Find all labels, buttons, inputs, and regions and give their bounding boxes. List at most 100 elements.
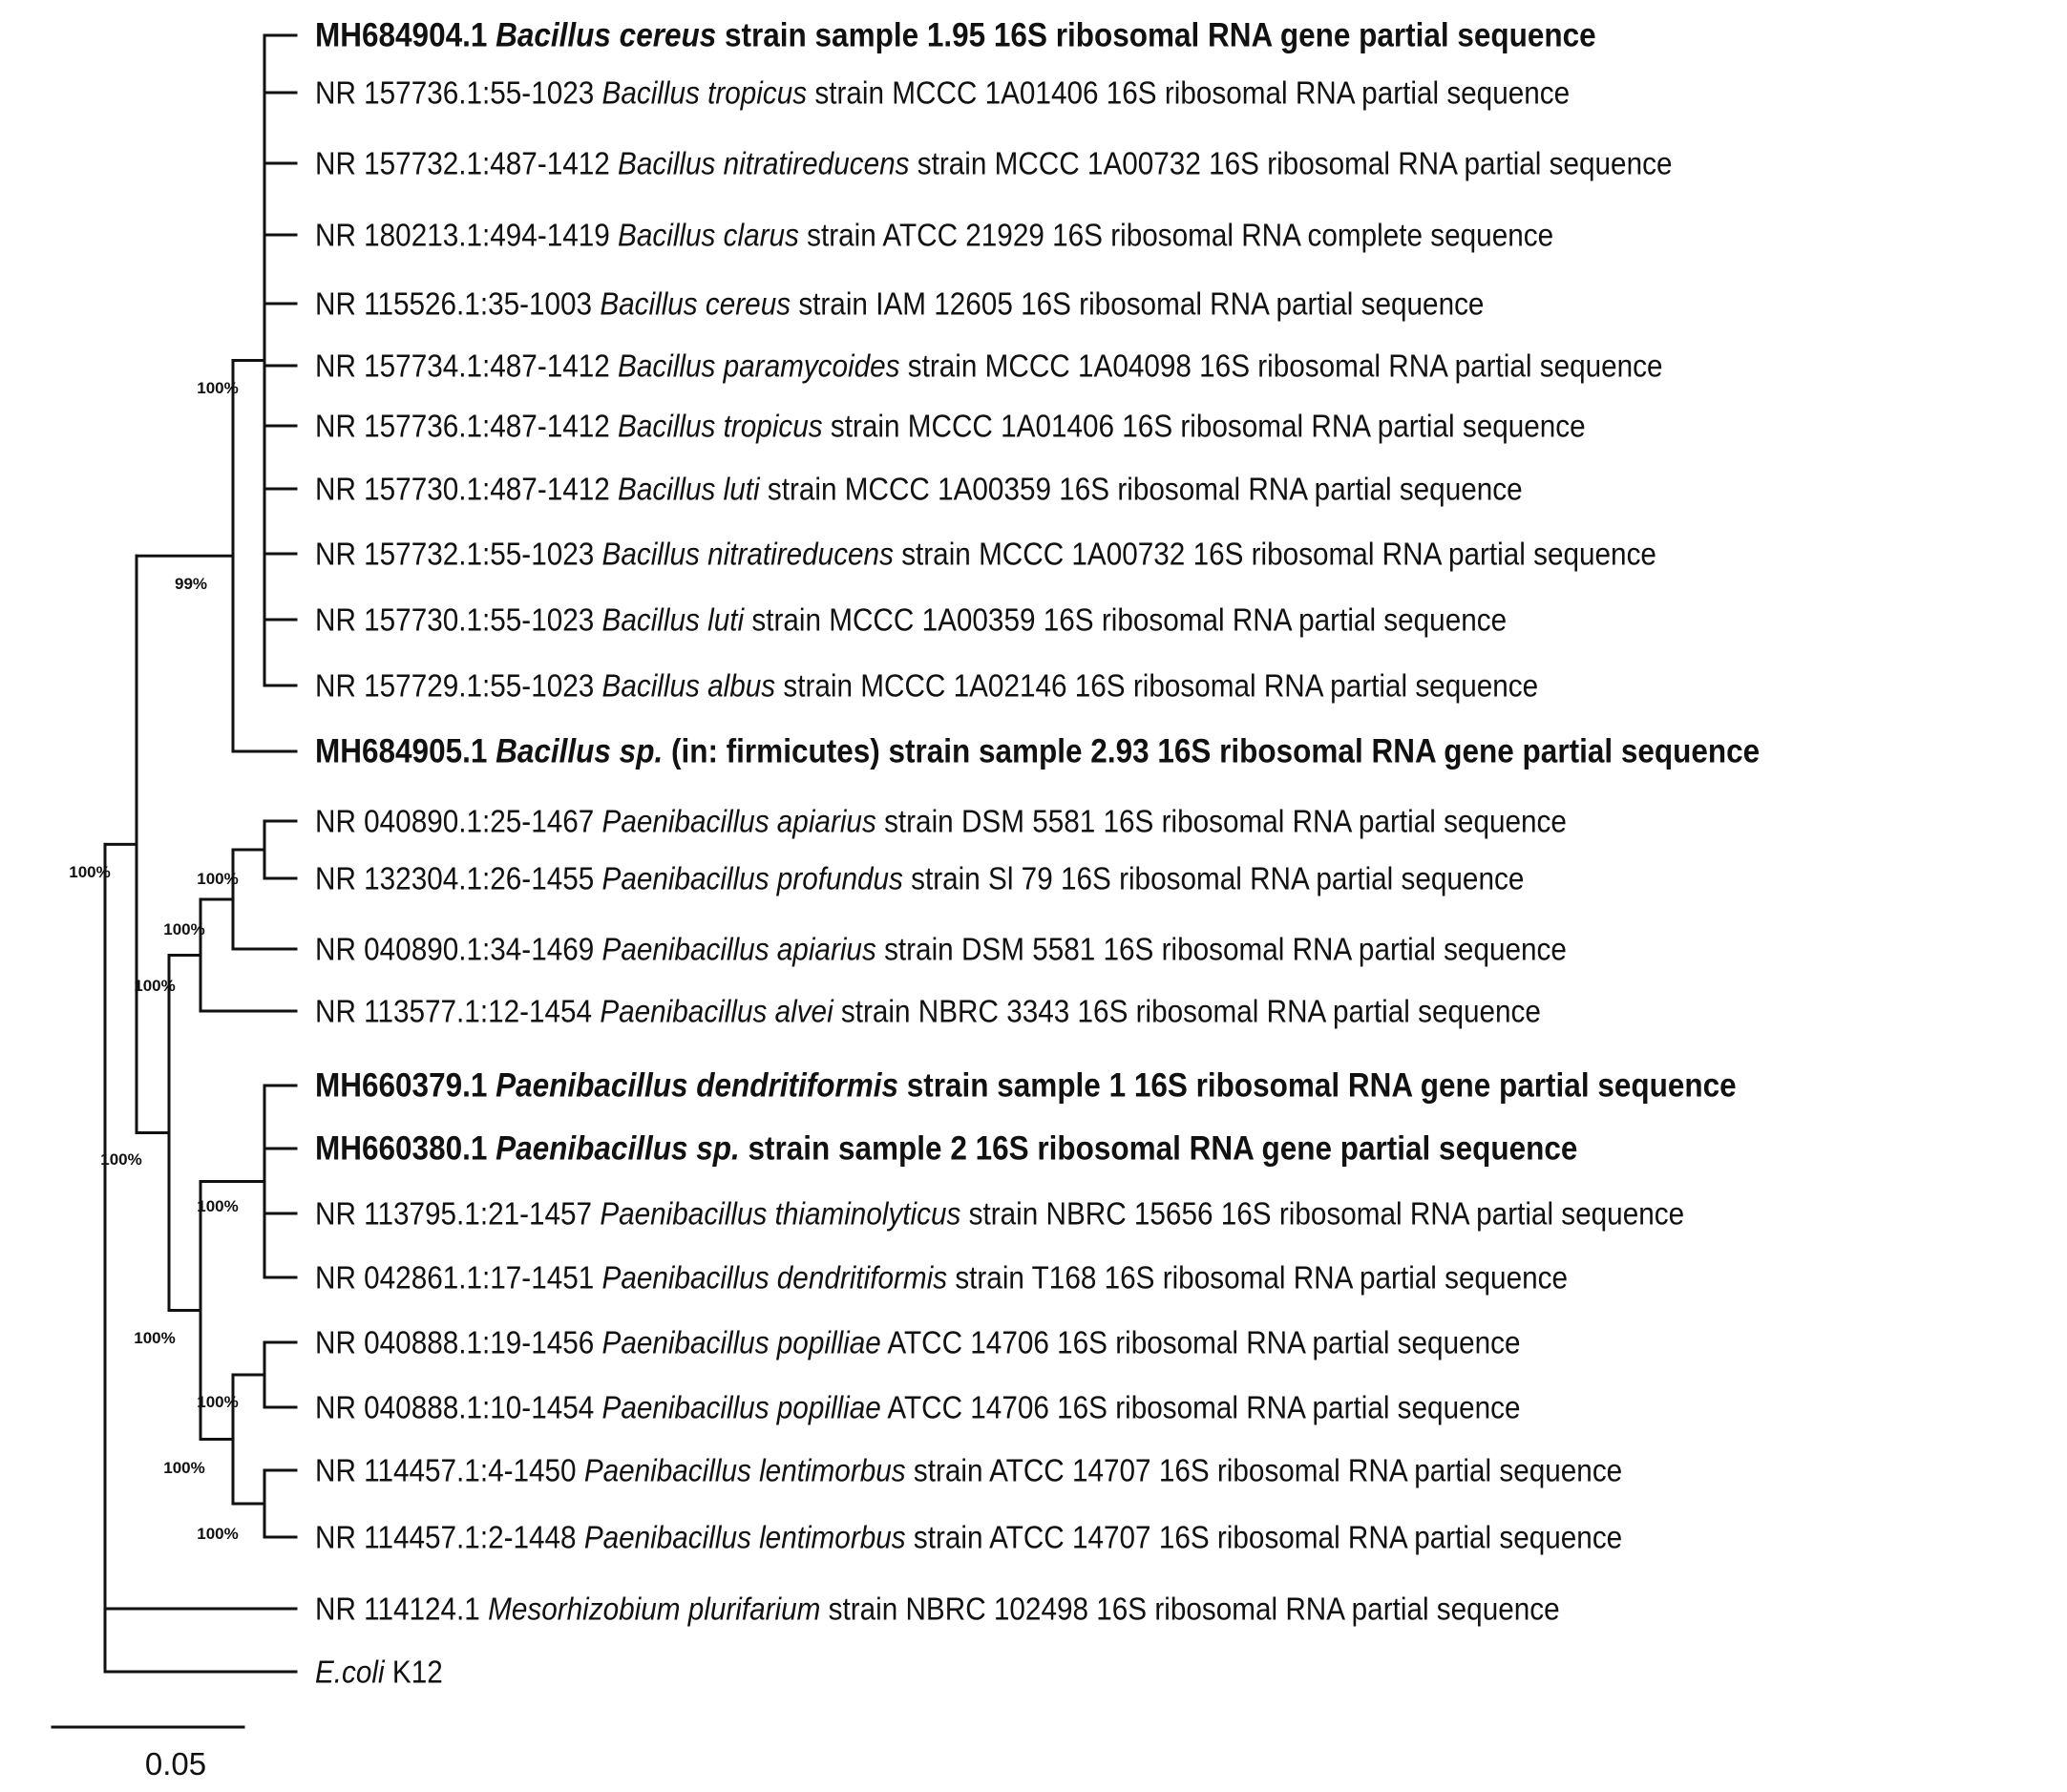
accession: NR 114457.1:2-1448: [315, 1519, 584, 1555]
accession: NR 157729.1:55-1023: [315, 667, 602, 704]
scale-bar-label: 0.05: [144, 1746, 207, 1781]
accession: NR 157736.1:55-1023: [315, 74, 602, 111]
accession: NR 157732.1:487-1412: [315, 145, 619, 181]
accession: NR 180213.1:494-1419: [315, 217, 619, 253]
description: strain sample 2 16S ribosomal RNA gene p…: [739, 1129, 1578, 1168]
species-name: Paenibacillus dendritiformis: [601, 1259, 948, 1296]
description: strain T168 16S ribosomal RNA partial se…: [947, 1259, 1568, 1296]
species-name: Paenibacillus profundus: [601, 860, 903, 896]
bootstrap-I: 100%: [197, 1525, 239, 1543]
description: strain Sl 79 16S ribosomal RNA partial s…: [902, 860, 1525, 896]
species-name: Paenibacillus alvei: [600, 993, 833, 1029]
leaf-label: NR 157732.1:55-1023 Bacillus nitratiredu…: [315, 538, 1656, 570]
species-name: Bacillus sp.: [496, 732, 664, 770]
description: ATCC 14706 16S ribosomal RNA partial seq…: [880, 1389, 1521, 1425]
species-name: Mesorhizobium plurifarium: [488, 1591, 821, 1627]
accession: NR 132304.1:26-1455: [315, 860, 602, 896]
species-name: Bacillus paramycoides: [618, 348, 900, 384]
species-name: Bacillus luti: [618, 471, 760, 507]
leaf-label: NR 157736.1:55-1023 Bacillus tropicus st…: [315, 77, 1570, 109]
accession: NR 115526.1:35-1003: [315, 285, 601, 322]
species-name: Paenibacillus popilliae: [601, 1324, 881, 1360]
leaf-label: NR 114124.1 Mesorhizobium plurifarium st…: [315, 1593, 1560, 1625]
leaf-label: NR 040890.1:25-1467 Paenibacillus apiari…: [315, 806, 1567, 837]
description: strain MCCC 1A00732 16S ribosomal RNA pa…: [893, 536, 1656, 572]
accession: NR 157730.1:55-1023: [315, 601, 602, 638]
leaf-label: NR 180213.1:494-1419 Bacillus clarus str…: [315, 220, 1553, 251]
accession: MH684905.1: [315, 732, 496, 770]
description: strain sample 1 16S ribosomal RNA gene p…: [897, 1066, 1737, 1105]
species-name: Bacillus luti: [601, 601, 745, 638]
accession: NR 157734.1:487-1412: [315, 348, 619, 384]
species-name: Bacillus cereus: [600, 285, 791, 322]
accession: NR 040888.1:10-1454: [315, 1389, 602, 1425]
species-name: Bacillus tropicus: [601, 74, 808, 111]
accession: NR 040890.1:34-1469: [315, 931, 602, 967]
bootstrap-B: 100%: [100, 1150, 142, 1169]
leaf-label: NR 040888.1:10-1454 Paenibacillus popill…: [315, 1392, 1521, 1423]
accession: MH684904.1: [315, 16, 496, 54]
description: strain DSM 5581 16S ribosomal RNA partia…: [875, 803, 1567, 839]
accession: MH660380.1: [315, 1129, 496, 1168]
species-name: Paenibacillus popilliae: [601, 1389, 881, 1425]
description: strain ATCC 21929 16S ribosomal RNA comp…: [798, 217, 1554, 253]
species-name: Bacillus nitratireducens: [601, 536, 894, 572]
species-name: Bacillus nitratireducens: [618, 145, 910, 181]
leaf-label: NR 157730.1:55-1023 Bacillus luti strain…: [315, 604, 1507, 636]
description: strain DSM 5581 16S ribosomal RNA partia…: [875, 931, 1567, 967]
description: strain NBRC 15656 16S ribosomal RNA part…: [960, 1195, 1685, 1232]
bootstrap-F: 100%: [197, 1197, 239, 1215]
leaf-label: NR 157732.1:487-1412 Bacillus nitratired…: [315, 148, 1672, 179]
accession: NR 114457.1:4-1450: [315, 1452, 584, 1488]
leaf-label: MH684905.1 Bacillus sp. (in: firmicutes)…: [315, 735, 1760, 769]
species-name: Paenibacillus lentimorbus: [583, 1519, 906, 1555]
description: (in: firmicutes) strain sample 2.93 16S …: [663, 732, 1761, 770]
description: strain MCCC 1A04098 16S ribosomal RNA pa…: [899, 348, 1663, 384]
species-name: Bacillus cereus: [496, 16, 717, 54]
description: strain MCCC 1A00359 16S ribosomal RNA pa…: [759, 471, 1523, 507]
leaf-label: NR 040888.1:19-1456 Paenibacillus popill…: [315, 1327, 1521, 1359]
species-name: Paenibacillus apiarius: [601, 931, 876, 967]
leaf-label: NR 132304.1:26-1455 Paenibacillus profun…: [315, 863, 1524, 895]
bootstrap-bacInner: 100%: [197, 379, 239, 397]
leaf-label: NR 157730.1:487-1412 Bacillus luti strai…: [315, 474, 1523, 505]
description: strain MCCC 1A01406 16S ribosomal RNA pa…: [822, 408, 1586, 444]
leaf-label: MH684904.1 Bacillus cereus strain sample…: [315, 19, 1596, 53]
bootstrap-bacOuter: 99%: [174, 575, 208, 593]
description: strain IAM 12605 16S ribosomal RNA parti…: [791, 285, 1485, 322]
leaf-label: NR 040890.1:34-1469 Paenibacillus apiari…: [315, 934, 1567, 965]
leaf-label: NR 157736.1:487-1412 Bacillus tropicus s…: [315, 411, 1586, 442]
leaf-label: NR 114457.1:4-1450 Paenibacillus lentimo…: [315, 1455, 1622, 1486]
leaf-label: NR 157729.1:55-1023 Bacillus albus strai…: [315, 670, 1538, 702]
species-name: Bacillus albus: [601, 667, 776, 704]
accession: NR 113795.1:21-1457: [315, 1195, 601, 1232]
description: strain ATCC 14707 16S ribosomal RNA part…: [905, 1519, 1623, 1555]
leaf-label: NR 114457.1:2-1448 Paenibacillus lentimo…: [315, 1522, 1622, 1553]
bootstrap-D: 100%: [163, 920, 205, 938]
leaf-label: NR 113577.1:12-1454 Paenibacillus alvei …: [315, 996, 1541, 1027]
description: ATCC 14706 16S ribosomal RNA partial seq…: [880, 1324, 1521, 1360]
species-name: E.coli: [315, 1654, 385, 1690]
accession: NR 040890.1:25-1467: [315, 803, 602, 839]
description: strain sample 1.95 16S ribosomal RNA gen…: [716, 16, 1596, 54]
species-name: Paenibacillus apiarius: [601, 803, 876, 839]
bootstrap-C2: 100%: [134, 1329, 176, 1347]
bootstrap-H: 100%: [197, 1393, 239, 1411]
accession: NR 114124.1: [315, 1591, 489, 1627]
bootstrap-A: 100%: [69, 863, 111, 881]
accession: NR 157730.1:487-1412: [315, 471, 619, 507]
leaf-label: NR 113795.1:21-1457 Paenibacillus thiami…: [315, 1198, 1684, 1230]
leaf-label: MH660380.1 Paenibacillus sp. strain samp…: [315, 1132, 1577, 1166]
leaf-label: NR 157734.1:487-1412 Bacillus paramycoid…: [315, 350, 1663, 382]
species-name: Bacillus clarus: [618, 217, 799, 253]
leaf-label: MH660379.1 Paenibacillus dendritiformis …: [315, 1069, 1737, 1103]
species-name: Paenibacillus thiaminolyticus: [600, 1195, 961, 1232]
description: strain NBRC 3343 16S ribosomal RNA parti…: [833, 993, 1541, 1029]
description: strain MCCC 1A00359 16S ribosomal RNA pa…: [744, 601, 1508, 638]
accession: NR 042861.1:17-1451: [315, 1259, 602, 1296]
leaf-label: NR 115526.1:35-1003 Bacillus cereus stra…: [315, 288, 1484, 320]
description: strain MCCC 1A00732 16S ribosomal RNA pa…: [909, 145, 1673, 181]
description: K12: [384, 1654, 443, 1690]
